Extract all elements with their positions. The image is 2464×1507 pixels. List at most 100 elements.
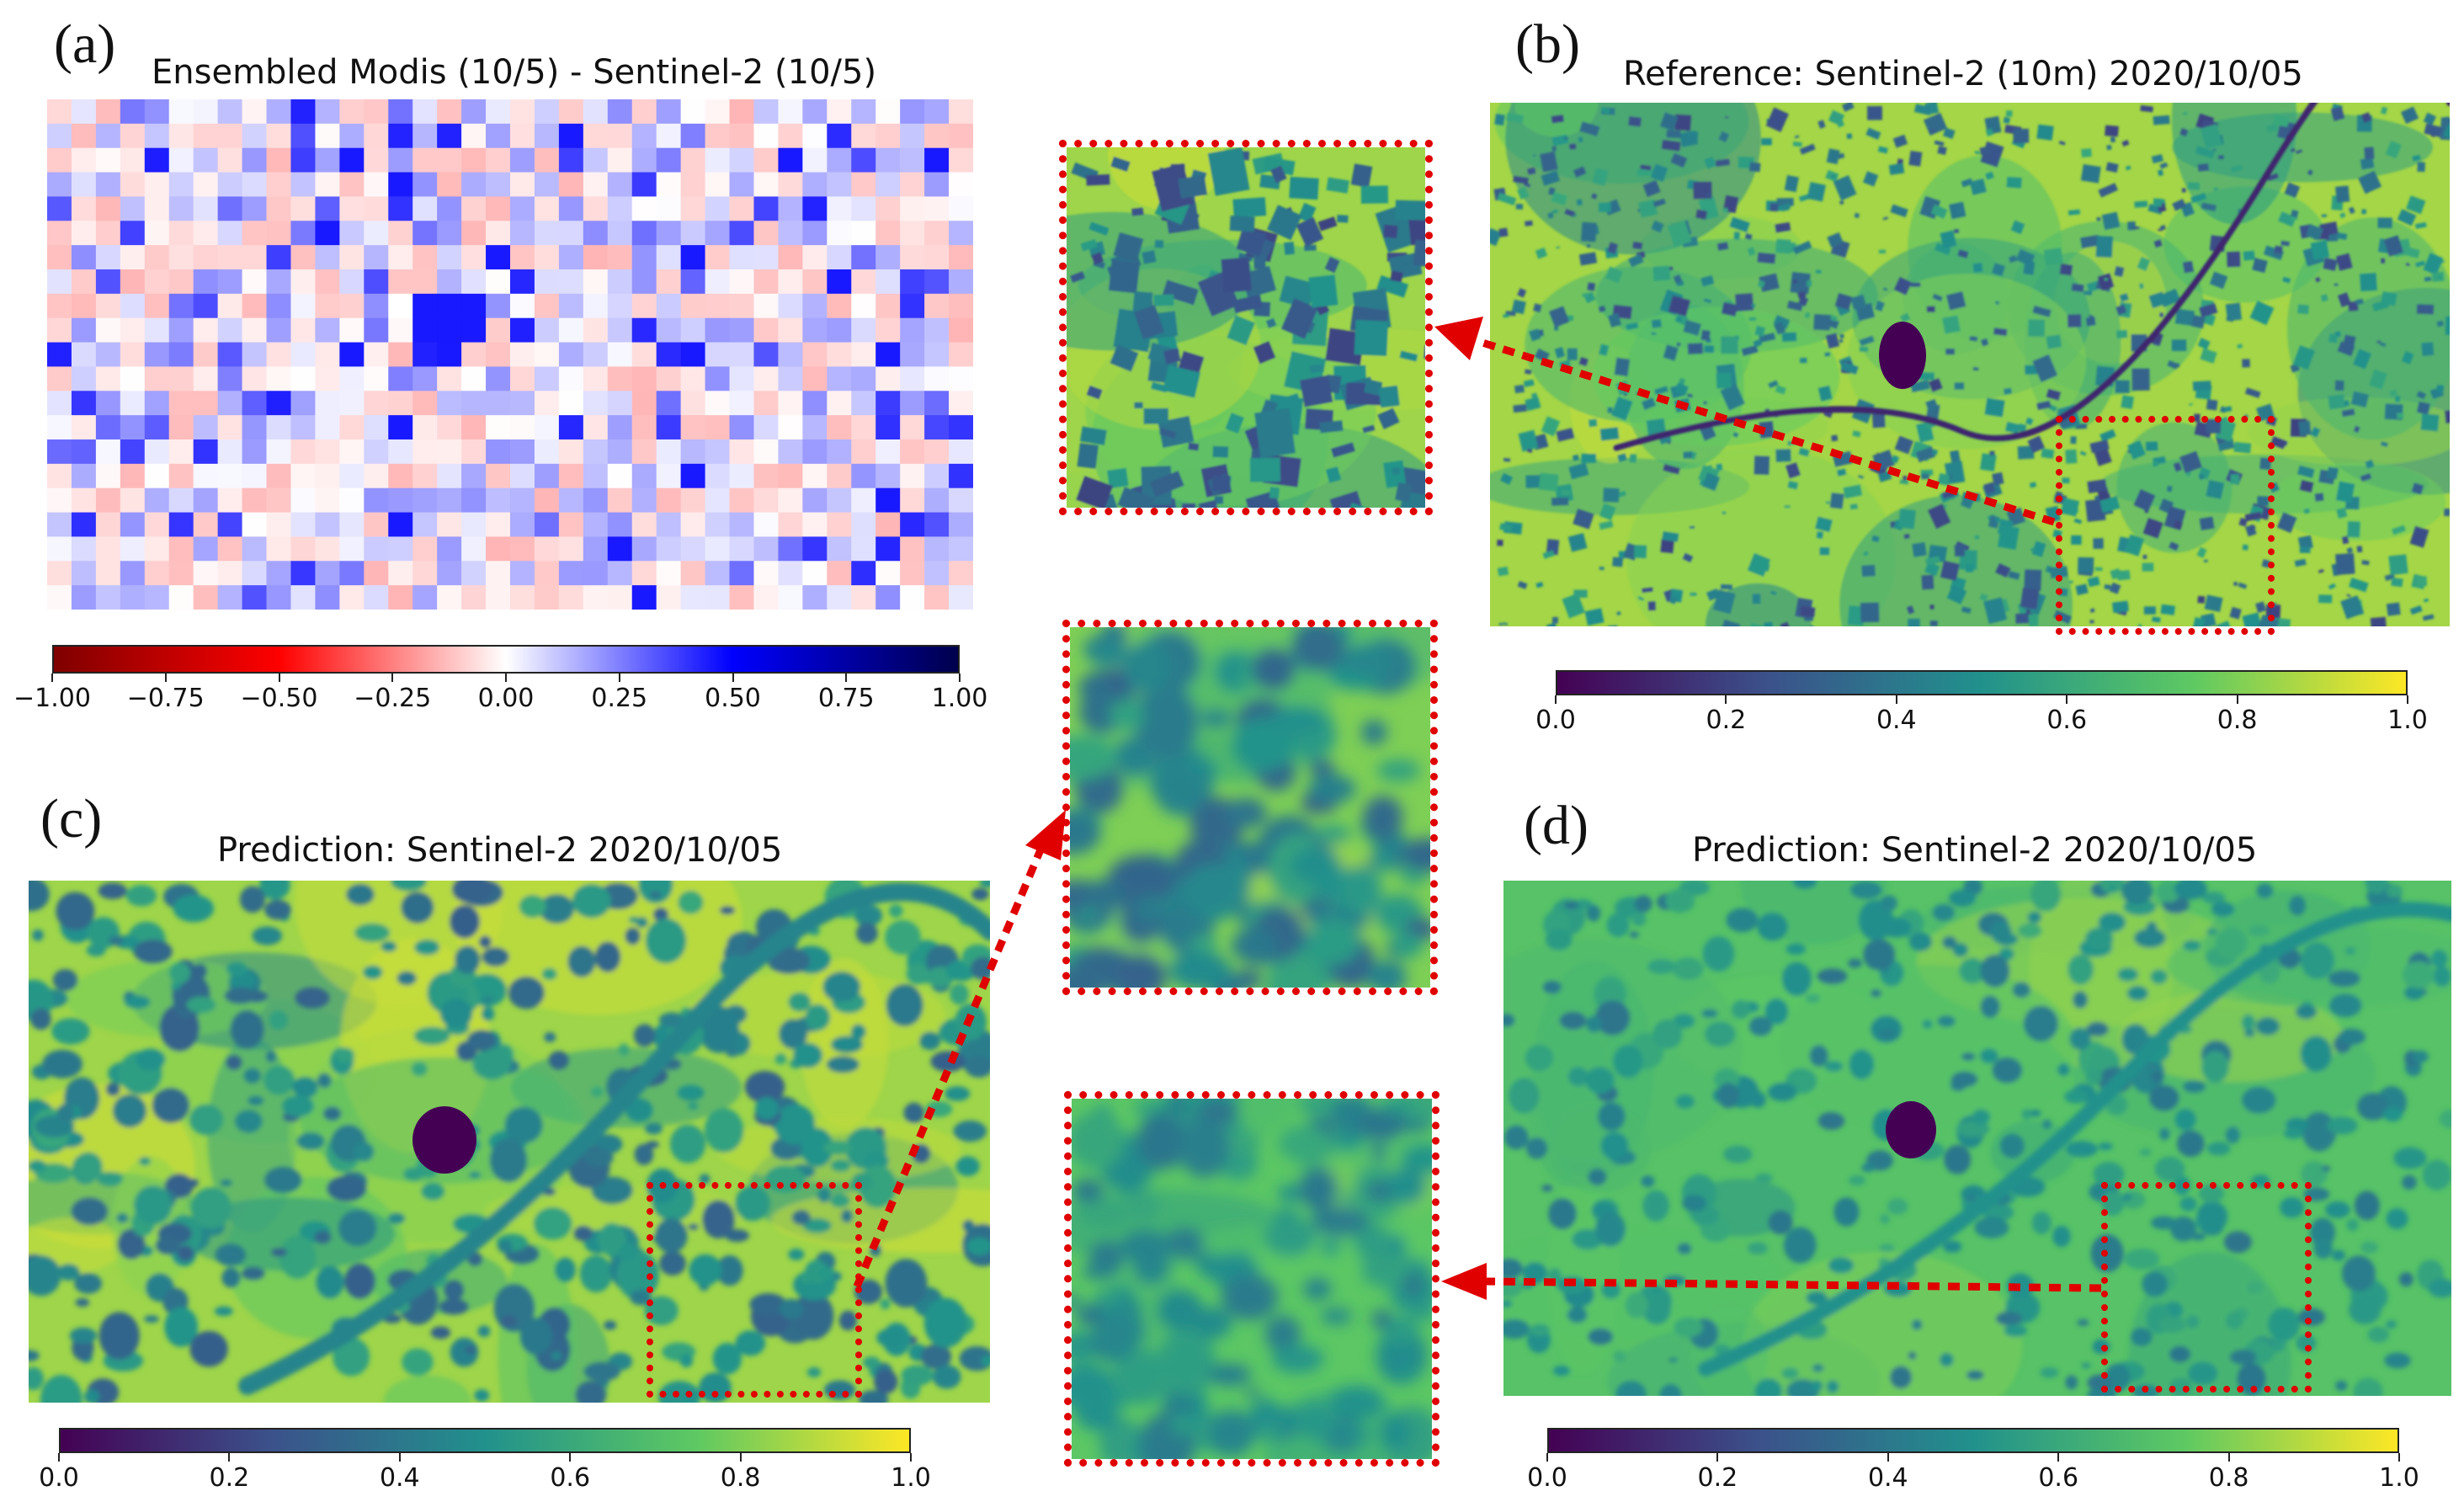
map-field: [2140, 104, 2153, 113]
difference-cell: [168, 585, 194, 610]
map-field: [2121, 139, 2130, 147]
map-field: [1854, 212, 1860, 219]
difference-cell: [900, 317, 925, 343]
difference-cell: [71, 439, 97, 465]
map-field: [1207, 147, 1250, 196]
difference-cell: [705, 585, 731, 610]
map-field: [2273, 114, 2290, 127]
map-field: [2080, 164, 2101, 184]
map-field: [1113, 953, 1167, 988]
map-field: [955, 1156, 980, 1177]
difference-cell: [705, 536, 731, 562]
difference-cell: [875, 269, 901, 295]
difference-cell: [120, 391, 146, 416]
map-field: [2444, 508, 2450, 517]
difference-cell: [778, 172, 803, 198]
difference-cell: [95, 147, 121, 173]
difference-cell: [388, 512, 413, 538]
difference-cell: [949, 463, 973, 489]
map-field: [2028, 319, 2046, 337]
map-field: [2174, 308, 2195, 327]
map-field: [1151, 162, 1194, 212]
map-field: [2249, 301, 2275, 326]
map-field: [1351, 1425, 1370, 1444]
map-field: [2255, 1017, 2280, 1036]
difference-cell: [729, 123, 755, 149]
map-field: [779, 1019, 808, 1050]
map-field: [2302, 1111, 2336, 1152]
map-field: [2148, 291, 2167, 309]
map-field: [1317, 216, 1338, 232]
map-field: [2174, 881, 2207, 900]
map-field: [2415, 576, 2427, 587]
map-field: [230, 1009, 264, 1049]
difference-cell: [656, 123, 682, 149]
map-field: [1188, 442, 1200, 451]
map-field: [2379, 342, 2387, 347]
map-field: [1184, 863, 1251, 911]
map-field: [2318, 569, 2324, 573]
difference-cell: [364, 463, 389, 489]
difference-cell: [900, 512, 925, 538]
map-field: [1341, 644, 1392, 677]
map-field: [1325, 466, 1342, 483]
map-field: [1159, 428, 1177, 439]
map-field: [818, 1266, 835, 1280]
difference-cell: [558, 561, 584, 586]
difference-cell: [802, 463, 828, 489]
map-field: [1959, 957, 1987, 984]
difference-cell: [607, 366, 633, 391]
map-field: [1337, 215, 1349, 223]
difference-cell: [753, 585, 780, 610]
difference-cell: [364, 123, 389, 149]
map-field: [1757, 280, 1765, 288]
map-field: [2348, 1295, 2382, 1324]
difference-cell: [875, 196, 901, 221]
map-field: [2345, 947, 2356, 955]
map-field: [1731, 999, 1751, 1020]
map-field: [2198, 473, 2205, 481]
map-field: [2159, 162, 2169, 169]
difference-cell: [71, 536, 97, 562]
map-field: [1541, 170, 1560, 186]
colorbar-tick-label: 0.0: [1535, 706, 1576, 735]
difference-cell: [412, 221, 438, 246]
difference-cell: [120, 317, 146, 343]
map-field: [2101, 211, 2121, 231]
difference-cell: [510, 512, 535, 538]
difference-cell: [339, 561, 365, 586]
difference-cell: [388, 439, 413, 465]
difference-cell: [558, 391, 584, 416]
map-field: [1612, 556, 1624, 567]
difference-cell: [875, 366, 901, 391]
map-field: [1650, 163, 1668, 183]
difference-cell: [315, 123, 340, 149]
difference-cell: [486, 99, 511, 125]
map-field: [634, 1143, 654, 1165]
difference-cell: [364, 293, 389, 319]
map-field: [2335, 253, 2353, 272]
map-field: [1700, 274, 1715, 287]
map-field: [2036, 400, 2052, 411]
difference-cell: [534, 123, 560, 149]
map-field: [1642, 1190, 1669, 1222]
difference-cell: [949, 269, 973, 295]
map-field: [1784, 175, 1799, 193]
map-field: [1723, 1145, 1753, 1164]
map-field: [98, 1312, 140, 1360]
map-field: [1637, 596, 1645, 601]
colorbar-tickmark: [58, 1453, 60, 1462]
map-field: [112, 1094, 147, 1128]
difference-cell: [168, 196, 194, 221]
difference-cell: [851, 391, 876, 416]
difference-cell: [631, 147, 657, 173]
map-field: [2411, 482, 2424, 495]
map-field: [583, 1361, 620, 1382]
map-field: [1376, 759, 1421, 783]
difference-cell: [900, 269, 925, 295]
map-field: [1497, 540, 1503, 546]
map-field: [2181, 188, 2186, 193]
difference-cell: [290, 415, 317, 440]
map-field: [1402, 1273, 1424, 1297]
